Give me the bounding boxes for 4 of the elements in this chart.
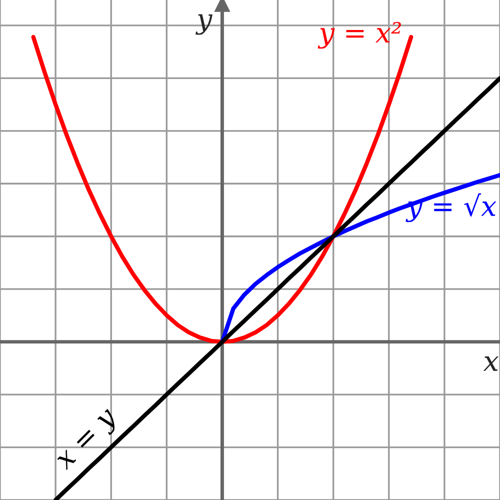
x-axis-title: x xyxy=(483,356,499,371)
y-axis-title: y xyxy=(195,14,213,35)
series-label: y = x² xyxy=(318,22,401,49)
text: x = y xyxy=(56,408,122,475)
